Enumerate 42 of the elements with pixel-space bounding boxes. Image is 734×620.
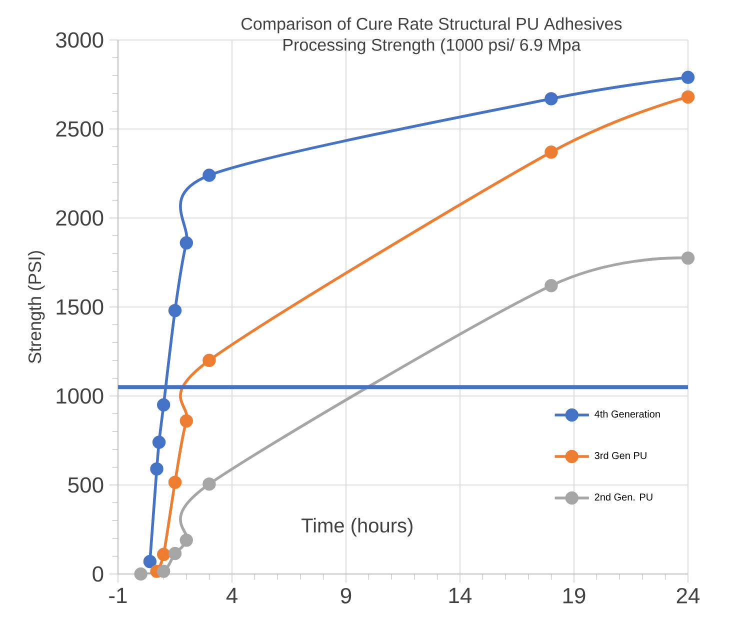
point xyxy=(544,146,558,159)
point xyxy=(681,251,695,265)
y-tick-label: 1500 xyxy=(56,299,104,315)
x-tick-label: 19 xyxy=(563,588,586,604)
point xyxy=(168,476,182,489)
x-tick-label: 24 xyxy=(676,588,700,604)
point xyxy=(168,304,182,318)
point xyxy=(202,168,216,182)
x-tick-label: 14 xyxy=(449,588,472,604)
y-tick-label: 2500 xyxy=(56,121,104,137)
point xyxy=(143,554,157,568)
y-tick-label: 0 xyxy=(92,566,104,582)
legend-label: 3rd Gen PU xyxy=(594,452,646,460)
point xyxy=(180,414,193,428)
point xyxy=(157,398,170,412)
point xyxy=(544,279,558,292)
point xyxy=(544,92,558,106)
point xyxy=(180,534,193,547)
point xyxy=(152,436,166,449)
y-tick-label: 500 xyxy=(68,477,104,493)
x-tick-label: -1 xyxy=(109,588,127,604)
point xyxy=(681,70,695,84)
y-tick-label: 1000 xyxy=(56,388,104,404)
x-axis-title: Time (hours) xyxy=(302,518,412,537)
point xyxy=(202,477,216,491)
point xyxy=(168,546,182,560)
point xyxy=(157,564,170,578)
y-axis-title: Strength (PSI) xyxy=(28,251,45,364)
x-tick-label: 4 xyxy=(226,588,238,604)
legend-label: 2nd Gen. PU xyxy=(594,493,652,501)
chart-title: Comparison of Cure Rate Structural PU Adhesives xyxy=(242,17,622,34)
x-tick-label: 9 xyxy=(340,588,352,604)
point xyxy=(180,236,193,250)
chart-subtitle: Processing Strength (1000 psi/ 6.9 Mpa xyxy=(284,38,581,54)
point xyxy=(134,567,148,581)
point xyxy=(150,462,164,476)
point xyxy=(202,354,216,367)
y-tick-label: 3000 xyxy=(56,32,104,48)
legend-label: 4th Generation xyxy=(594,410,660,418)
point xyxy=(681,90,695,104)
point xyxy=(157,548,170,562)
y-tick-label: 2000 xyxy=(56,210,104,226)
